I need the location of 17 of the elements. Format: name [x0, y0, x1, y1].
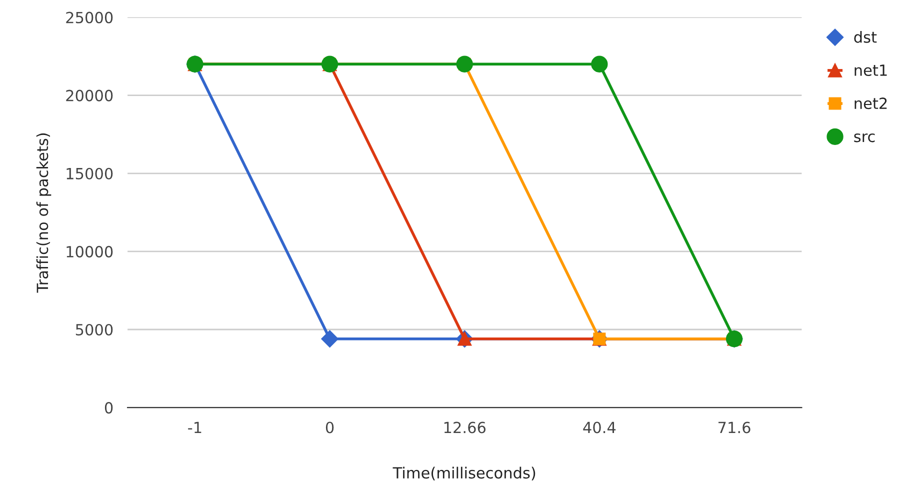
x-tick-label: -1 — [188, 422, 202, 434]
x-tick-label: 12.66 — [444, 422, 486, 434]
y-tick-label: 10000 — [66, 246, 113, 258]
y-tick-label: 15000 — [66, 168, 113, 180]
x-tick-label: 40.4 — [583, 422, 616, 434]
y-axis-title: Traffic(no of packets) — [36, 133, 52, 293]
legend-label: src — [854, 133, 875, 142]
legend-label: net2 — [854, 98, 887, 110]
legend-label: net1 — [854, 64, 887, 76]
x-axis-title: Time(milliseconds) — [392, 466, 536, 480]
legend-label: dst — [854, 31, 877, 43]
y-tick-label: 5000 — [76, 324, 113, 336]
y-tick-label: 0 — [104, 402, 113, 414]
x-tick-label: 0 — [326, 422, 334, 434]
y-tick-label: 25000 — [66, 12, 113, 24]
x-tick-label: 71.6 — [718, 422, 750, 434]
y-tick-label: 20000 — [66, 90, 113, 102]
